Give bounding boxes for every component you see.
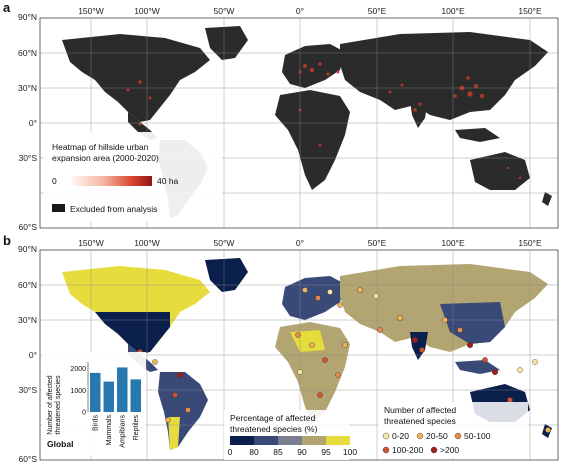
lat-tick: 30°N	[18, 83, 37, 93]
panel-a-heat	[126, 62, 522, 180]
lon-tick: 100°E	[441, 6, 465, 16]
pct-swatch	[302, 436, 326, 445]
pct-tick: 0	[228, 447, 233, 457]
inset-bar-mammals	[103, 381, 114, 412]
lat-tick: 90°N	[18, 244, 37, 254]
lon-tick: 150°E	[518, 6, 542, 16]
lat-tick: 0°	[29, 350, 37, 360]
lat-tick: 30°N	[18, 315, 37, 325]
lat-tick: 0°	[29, 118, 37, 128]
inset-bar-reptiles	[130, 379, 141, 412]
inset-plot-area: 0 1000 2000 Birds Mammals Ampibians Reptiles	[70, 362, 141, 448]
species-label: 0-20	[392, 431, 409, 441]
species-legend-title-1: Number of affected	[384, 405, 456, 415]
pct-swatch	[230, 436, 254, 445]
lon-tick: 0°	[296, 238, 304, 248]
inset-ylabel-1: Number of affected	[47, 375, 54, 435]
lat-tick: 30°S	[18, 153, 37, 163]
lon-tick: 150°W	[78, 238, 104, 248]
lon-tick: 100°W	[134, 6, 160, 16]
pct-swatch	[326, 436, 350, 445]
species-swatch	[382, 446, 390, 454]
lon-tick: 50°E	[368, 6, 387, 16]
panel-b-map: 90°N 60°N 30°N 0° 30°S 60°S 150°W 100°W …	[18, 238, 559, 464]
inset-y-tick: 0	[82, 410, 86, 417]
panel-a-legend-max: 40 ha	[157, 176, 179, 186]
panel-b-species-legend: Number of affected threatened species 0-…	[378, 402, 528, 458]
inset-y-tick: 1000	[70, 388, 86, 395]
species-label: 20-50	[426, 431, 448, 441]
lat-tick: 90°N	[18, 12, 37, 22]
panel-a-legend-title-2: expansion area (2000-2020)	[52, 153, 159, 163]
pct-swatch	[254, 436, 278, 445]
pct-legend-title-2: threatened species (%)	[230, 424, 318, 434]
inset-x-label: Birds	[92, 415, 99, 431]
pct-tick: 90	[297, 447, 307, 457]
species-label: 100-200	[392, 445, 423, 455]
inset-x-label: Mammals	[106, 415, 113, 446]
species-legend-bg	[378, 402, 528, 458]
panel-a-map: Heatmap of hillside urban expansion area…	[18, 6, 559, 232]
lon-tick: 50°E	[368, 238, 387, 248]
panel-a-legend-title-1: Heatmap of hillside urban	[52, 142, 149, 152]
panel-a-letter: a	[3, 0, 11, 15]
inset-ylabel-2: threatened species	[55, 375, 62, 435]
species-swatch	[416, 432, 424, 440]
lat-tick: 60°N	[18, 280, 37, 290]
panel-a-lat-ticks: 90°N 60°N 30°N 0° 30°S 60°S	[18, 12, 37, 232]
lat-tick: 30°S	[18, 385, 37, 395]
lon-tick: 150°E	[518, 238, 542, 248]
inset-x-label: Ampibians	[119, 415, 126, 448]
lat-tick: 60°S	[18, 222, 37, 232]
panel-b-species-circles	[137, 287, 551, 433]
pct-tick: 80	[249, 447, 259, 457]
species-swatch	[430, 446, 438, 454]
lat-tick: 60°N	[18, 48, 37, 58]
pct-tick: 95	[321, 447, 331, 457]
inset-chart: Number of affected threatened species 0 1…	[42, 352, 146, 456]
panel-a-colorbar	[72, 176, 152, 186]
panel-a-legend-min: 0	[52, 176, 57, 186]
species-label: 50-100	[464, 431, 491, 441]
lon-tick: 150°W	[78, 6, 104, 16]
pct-legend-title-1: Percentage of affected	[230, 413, 316, 423]
panel-b-letter: b	[3, 233, 11, 248]
lon-tick: 100°W	[134, 238, 160, 248]
species-swatch	[454, 432, 462, 440]
pct-swatch	[278, 436, 302, 445]
species-label: >200	[440, 445, 459, 455]
species-legend-title-2: threatened species	[384, 416, 456, 426]
panel-b-lat-ticks: 90°N 60°N 30°N 0° 30°S 60°S	[18, 244, 37, 464]
inset-bar-birds	[90, 372, 101, 412]
pct-tick: 85	[273, 447, 283, 457]
pct-tick: 100	[343, 447, 357, 457]
species-swatch	[382, 432, 390, 440]
lon-tick: 0°	[296, 6, 304, 16]
inset-x-label: Reptiles	[133, 415, 140, 441]
panel-a-lon-ticks: 150°W 100°W 50°W 0° 50°E 100°E 150°E	[78, 6, 542, 16]
lon-tick: 50°W	[214, 238, 235, 248]
lon-tick: 50°W	[214, 6, 235, 16]
inset-bar-ampibians	[117, 367, 128, 412]
lat-tick: 60°S	[18, 454, 37, 464]
panel-b-lon-ticks: 150°W 100°W 50°W 0° 50°E 100°E 150°E	[78, 238, 542, 248]
lon-tick: 100°E	[441, 238, 465, 248]
pct-legend-bg	[224, 410, 349, 460]
panel-b-pct-legend: Percentage of affected threatened specie…	[224, 410, 357, 460]
panel-a-excluded-swatch	[52, 204, 65, 212]
inset-title: Global	[47, 439, 73, 449]
inset-y-tick: 2000	[70, 366, 86, 373]
panel-a-excluded-label: Excluded from analysis	[70, 204, 157, 214]
